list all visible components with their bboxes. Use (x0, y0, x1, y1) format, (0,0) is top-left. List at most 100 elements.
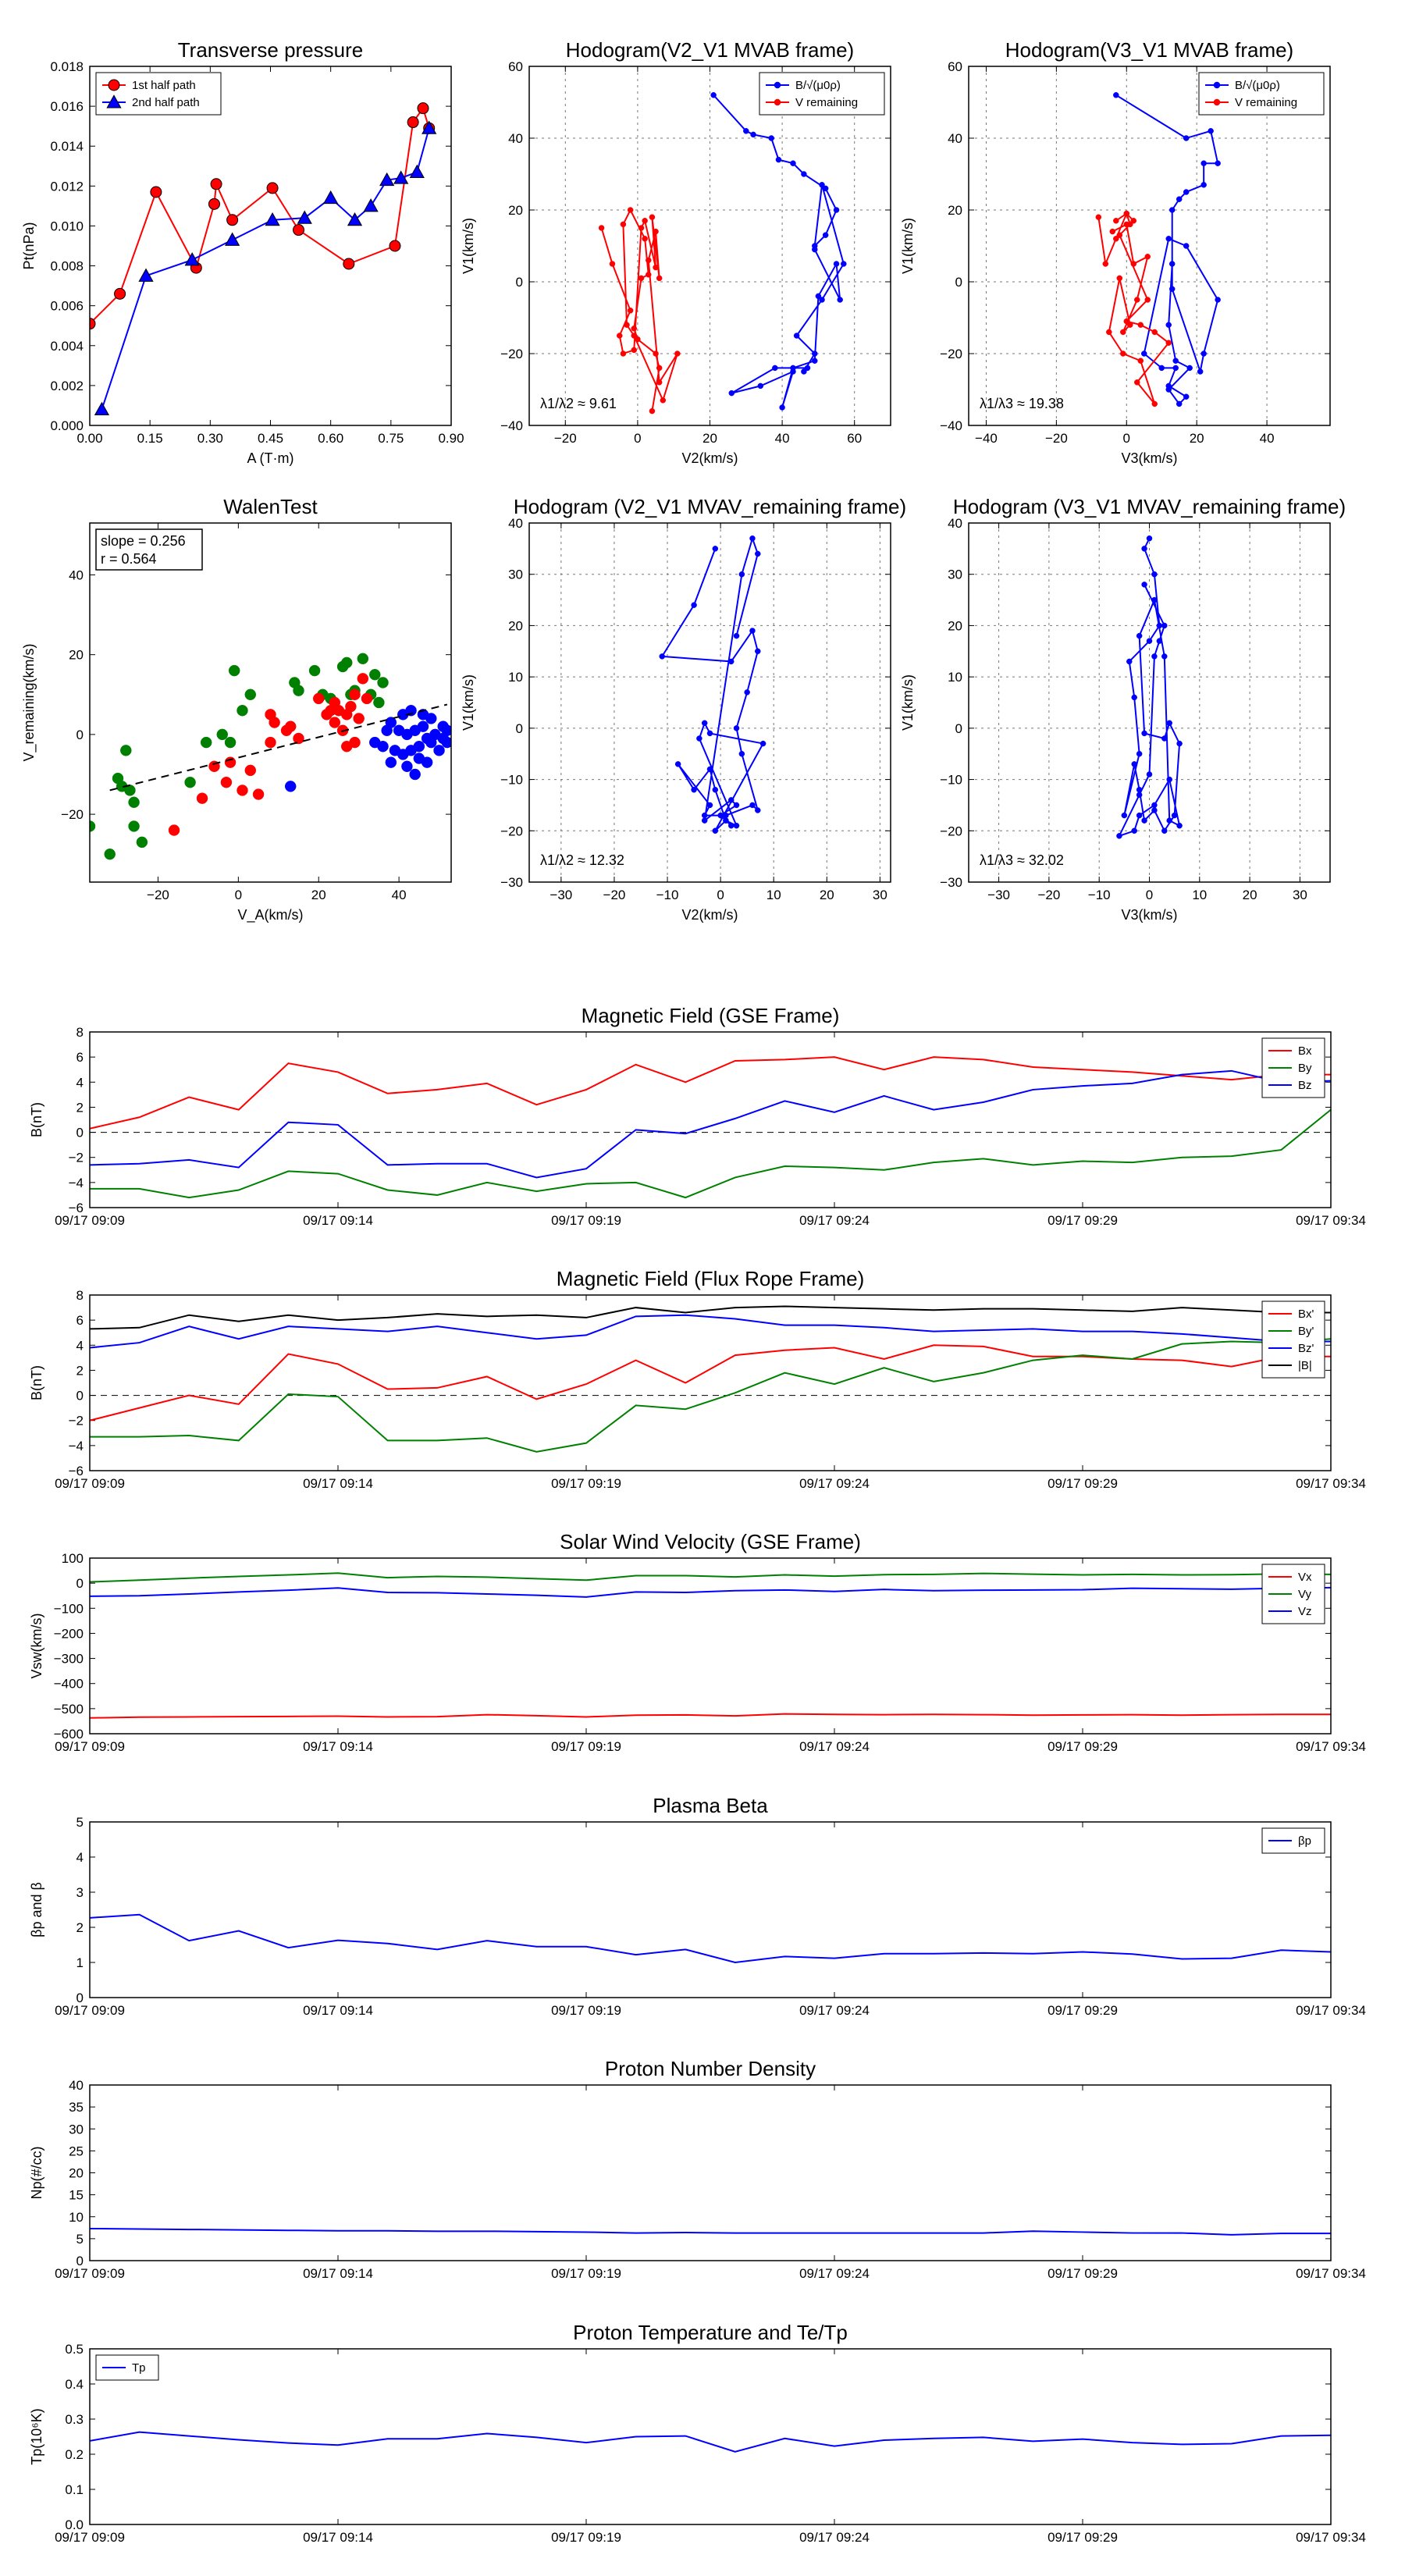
y-tick-label: 0.2 (65, 2447, 84, 2462)
y-tick-label: 0.010 (50, 219, 84, 233)
y-tick-label: 0 (516, 721, 523, 736)
y-tick-label: −20 (61, 807, 84, 822)
chart-title: Hodogram(V2_V1 MVAB frame) (566, 38, 854, 62)
y-tick-label: 0.3 (65, 2412, 84, 2427)
data-point (1109, 228, 1116, 235)
series-line-Vy (90, 1572, 1331, 1583)
data-point (656, 275, 663, 282)
plot-area (90, 1305, 1331, 1453)
data-point (727, 822, 735, 829)
x-tick-label: 09/17 09:09 (55, 1739, 125, 1754)
y-tick-label: −4 (69, 1176, 84, 1190)
plot-area (90, 1056, 1331, 1199)
legend-marker (108, 79, 120, 91)
data-point (638, 275, 645, 282)
chart-mag-flux-rope: 09/17 09:09 09/17 09:14 09/17 09:19 09/17 0… (29, 1267, 1366, 1491)
data-point (244, 764, 257, 777)
data-point (349, 688, 361, 701)
data-point (620, 221, 627, 228)
data-point (755, 648, 761, 655)
x-axis-label: A (T·m) (247, 450, 294, 466)
y-tick-label: 0.0 (65, 2517, 84, 2532)
x-tick-label: 10 (767, 888, 781, 902)
data-point (1121, 812, 1128, 819)
x-tick-label: 09/17 09:34 (1296, 1739, 1366, 1754)
y-tick-label: 25 (69, 2144, 84, 2158)
x-tick-label: 09/17 09:19 (551, 2530, 621, 2545)
data-point (1113, 92, 1119, 98)
data-point (293, 685, 304, 696)
plot-area (90, 1572, 1331, 1719)
data-point (1106, 329, 1112, 336)
data-point (1151, 802, 1158, 809)
series-line-B/√(μ0ρ) (1115, 94, 1219, 405)
data-point (801, 171, 807, 177)
data-point (691, 602, 697, 608)
data-point (150, 186, 162, 198)
y-tick-label: 4 (76, 1850, 84, 1865)
y-tick-label: 0 (76, 1126, 84, 1140)
x-tick-label: 09/17 09:24 (799, 1213, 870, 1228)
y-tick-label: 0 (76, 1576, 84, 1591)
y-axis-label: V_remaining(km/s) (21, 643, 37, 761)
plot-area (1095, 92, 1221, 407)
y-tick-label: 0.014 (50, 139, 84, 154)
chart-title: WalenTest (223, 495, 318, 518)
annotation-text: slope = 0.256 (101, 533, 186, 549)
y-tick-label: −400 (54, 1677, 84, 1692)
y-tick-label: 0.008 (50, 259, 84, 274)
data-point (733, 632, 740, 639)
data-point (653, 228, 659, 235)
y-tick-label: 0.018 (50, 59, 84, 74)
data-point (1200, 182, 1207, 188)
annotation-text: λ1/λ2 ≈ 12.32 (540, 852, 624, 868)
data-point (749, 628, 756, 634)
data-point (1137, 358, 1144, 364)
data-point (712, 786, 719, 793)
legend-box (1261, 1300, 1325, 1379)
data-point (733, 725, 740, 731)
data-point (1151, 596, 1158, 603)
data-point (401, 760, 413, 773)
data-point (1183, 243, 1190, 249)
data-point (793, 333, 800, 339)
data-point (646, 272, 652, 278)
y-tick-label: −30 (940, 875, 962, 890)
data-point (743, 128, 749, 134)
data-point (727, 658, 735, 665)
data-point (1136, 786, 1143, 793)
x-tick-label: −40 (975, 431, 998, 446)
data-point (812, 246, 818, 253)
y-tick-label: 60 (948, 59, 962, 74)
chart-hodogram-v3v1-mvab: −40 −20 0 20 40 −40 −20 0 20 40 60 Hodogram(V3_V1 M… (900, 38, 1331, 466)
chart-walen-test: −20 0 20 40 −20 0 20 40 WalenTest V_A(km/s) V_rema… (21, 495, 452, 923)
x-tick-label: 09/17 09:19 (551, 2003, 621, 2018)
x-tick-label: −20 (1037, 888, 1060, 902)
data-point (1176, 822, 1183, 829)
y-axis-label: Np(#/cc) (29, 2146, 44, 2199)
data-point (775, 156, 782, 163)
x-tick-label: 09/17 09:09 (55, 2266, 125, 2281)
data-point (804, 365, 811, 372)
y-tick-label: −6 (69, 1464, 84, 1478)
x-axis-label: V2(km/s) (682, 907, 738, 923)
chart-sw-velocity: 09/17 09:09 09/17 09:14 09/17 09:19 09/17 0… (29, 1530, 1366, 1754)
data-point (361, 692, 373, 705)
data-point (706, 802, 713, 809)
legend-label: V remaining (795, 96, 858, 109)
data-point (216, 728, 229, 741)
data-point (1126, 658, 1133, 665)
data-point (642, 218, 648, 224)
data-point (441, 736, 451, 749)
legend: Bx' By' Bz' |B| (1261, 1300, 1325, 1379)
x-tick-label: 09/17 09:14 (303, 1476, 373, 1491)
data-point (1136, 812, 1143, 819)
y-axis-label: βp and β (29, 1882, 44, 1937)
data-point (757, 382, 764, 390)
plot-frame (89, 1821, 1332, 1998)
y-tick-label: 0.000 (50, 418, 84, 433)
x-tick-label: 09/17 09:24 (799, 2530, 870, 2545)
data-point (1113, 236, 1119, 242)
data-point (691, 786, 697, 793)
series-line-2nd half path (101, 127, 430, 410)
